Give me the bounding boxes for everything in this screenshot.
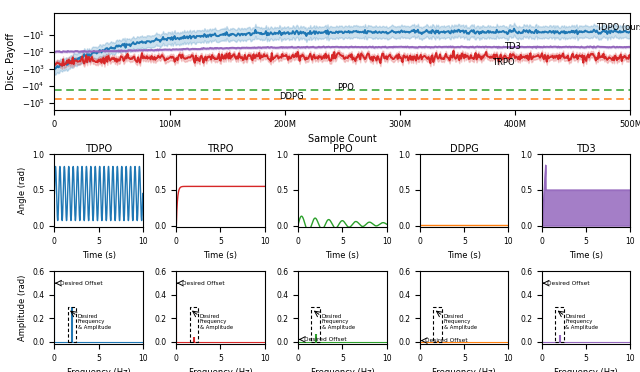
X-axis label: Frequency (Hz): Frequency (Hz) [189,368,252,372]
Text: Desired Offset: Desired Offset [547,280,590,286]
Text: TRPO: TRPO [492,58,515,67]
X-axis label: Frequency (Hz): Frequency (Hz) [554,368,618,372]
Title: DDPG: DDPG [450,144,479,154]
Text: Desired
Frequency
& Amplitude: Desired Frequency & Amplitude [444,314,477,330]
Text: PPO: PPO [337,83,353,92]
X-axis label: Time (s): Time (s) [204,251,237,260]
X-axis label: Frequency (Hz): Frequency (Hz) [433,368,496,372]
Text: DDPG: DDPG [279,92,303,101]
Text: Desired Offset: Desired Offset [60,280,102,286]
Text: TDPO (ours): TDPO (ours) [596,23,640,32]
Text: Desired
Frequency
& Amplitude: Desired Frequency & Amplitude [566,314,598,330]
Text: Desired Offset: Desired Offset [303,337,346,342]
X-axis label: Sample Count: Sample Count [308,134,377,144]
Text: Desired
Frequency
& Amplitude: Desired Frequency & Amplitude [78,314,111,330]
Text: Desired Offset: Desired Offset [182,280,224,286]
Title: TD3: TD3 [577,144,596,154]
Text: Desired
Frequency
& Amplitude: Desired Frequency & Amplitude [200,314,233,330]
X-axis label: Frequency (Hz): Frequency (Hz) [310,368,374,372]
Title: PPO: PPO [333,144,352,154]
X-axis label: Time (s): Time (s) [325,251,360,260]
X-axis label: Time (s): Time (s) [447,251,481,260]
Y-axis label: Angle (rad): Angle (rad) [18,167,27,214]
Title: TRPO: TRPO [207,144,234,154]
Text: TD3: TD3 [504,42,520,51]
X-axis label: Time (s): Time (s) [569,251,604,260]
Y-axis label: Amplitude (rad): Amplitude (rad) [18,275,27,341]
X-axis label: Frequency (Hz): Frequency (Hz) [67,368,131,372]
Text: Desired
Frequency
& Amplitude: Desired Frequency & Amplitude [322,314,355,330]
X-axis label: Time (s): Time (s) [81,251,116,260]
Y-axis label: Disc. Payoff: Disc. Payoff [6,33,16,90]
Text: Desired Offset: Desired Offset [426,338,468,343]
Title: TDPO: TDPO [85,144,112,154]
